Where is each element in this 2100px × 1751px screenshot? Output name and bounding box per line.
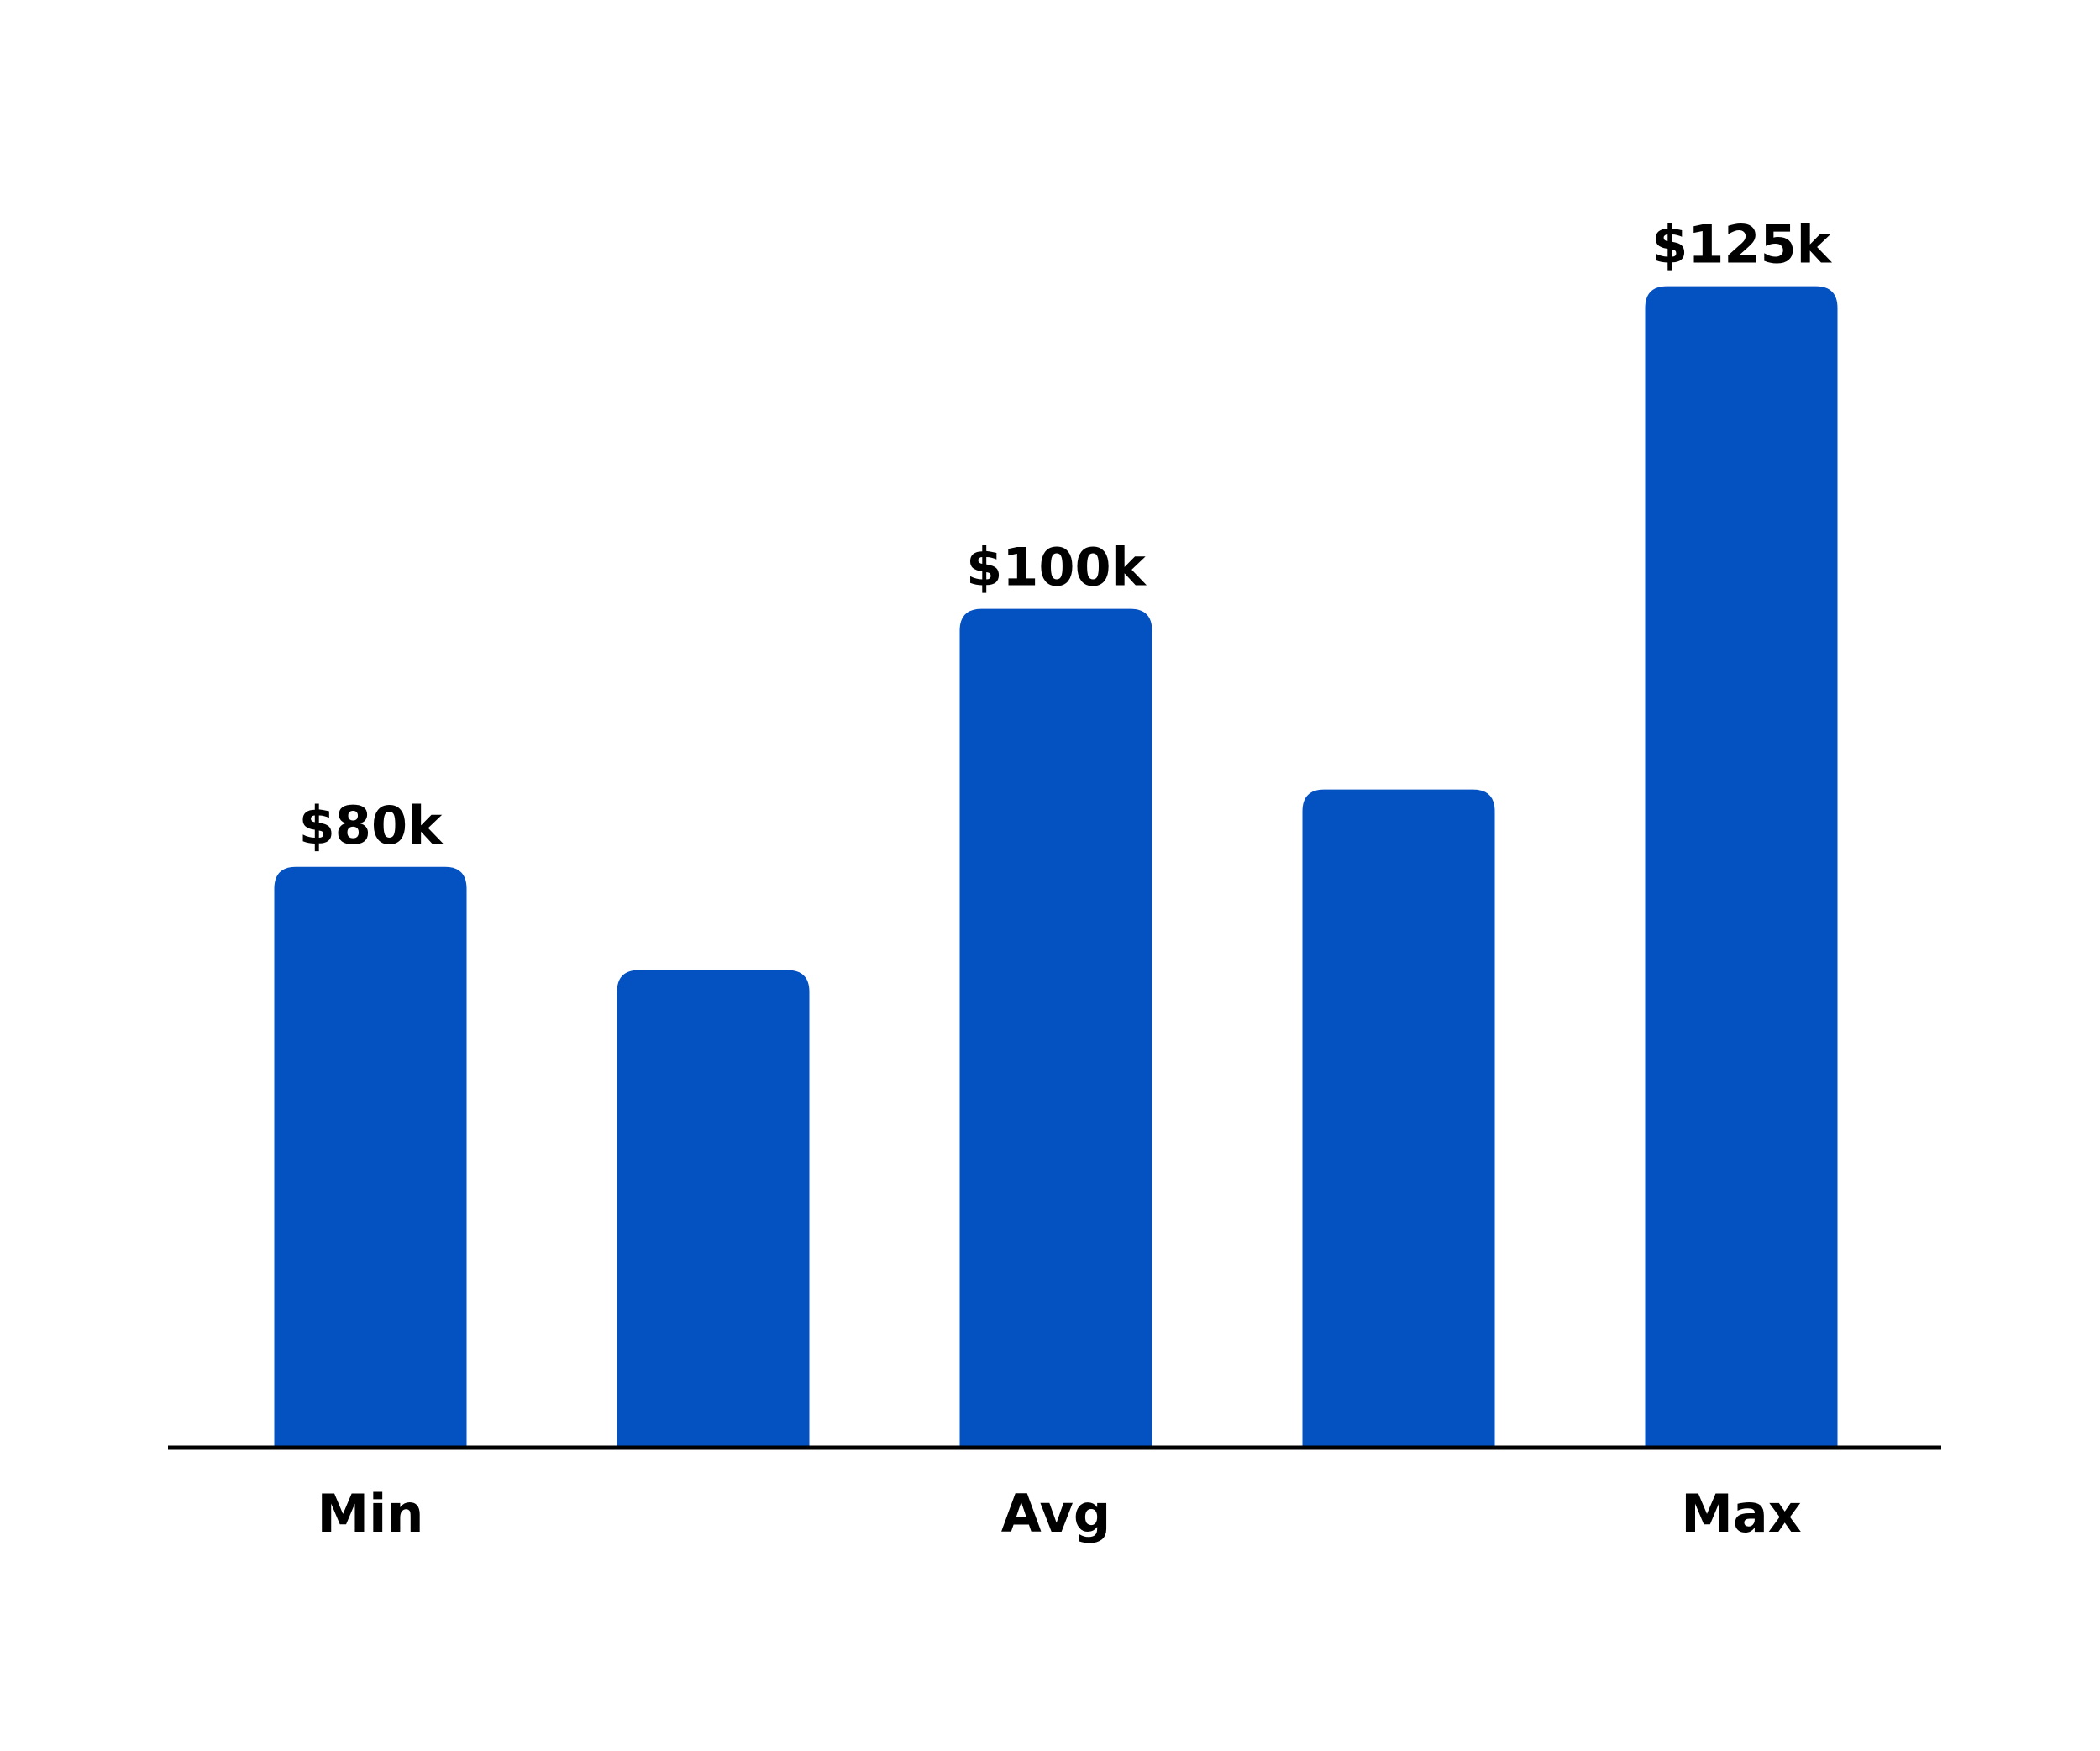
value-label: $80k [299, 795, 444, 856]
bar [1645, 286, 1838, 1449]
bar [959, 608, 1152, 1448]
value-label: $125k [1651, 214, 1833, 276]
bar [617, 970, 810, 1448]
x-tick-label: Avg [1001, 1483, 1111, 1544]
x-tick-label: Min [317, 1483, 423, 1544]
bar [274, 866, 467, 1448]
value-label: $100k [966, 537, 1147, 598]
bar [1302, 789, 1495, 1448]
x-tick-label: Max [1681, 1483, 1802, 1544]
